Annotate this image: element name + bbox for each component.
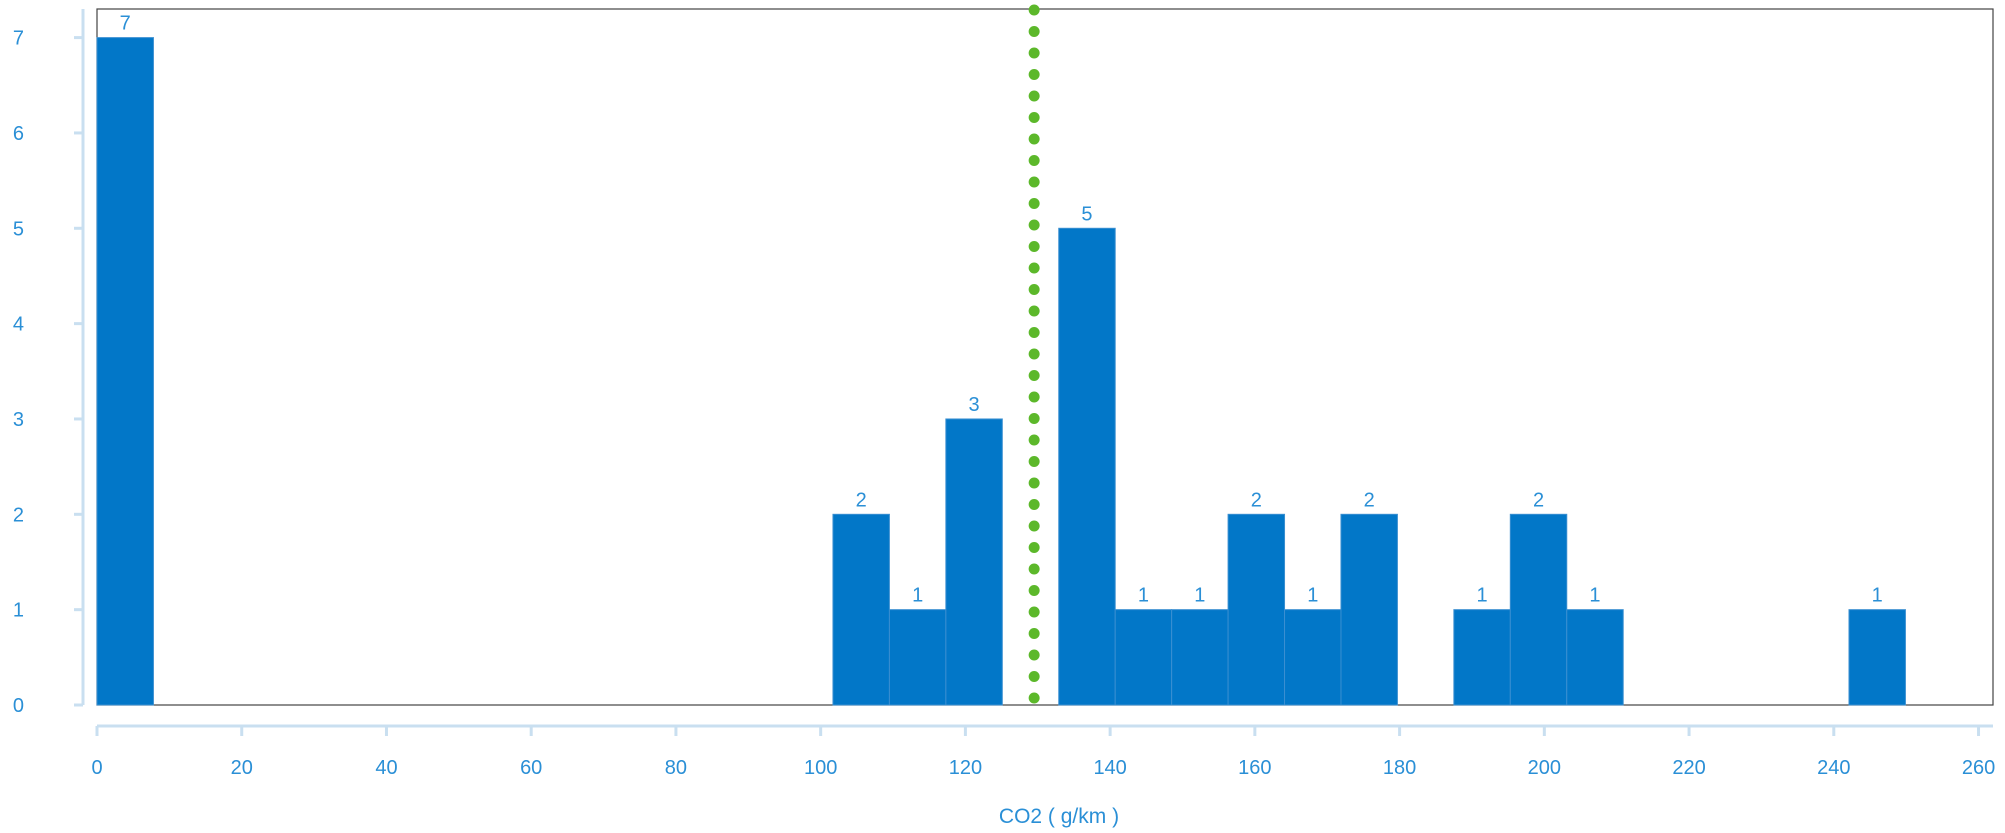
histogram-bar xyxy=(1058,227,1116,706)
reference-line-dot xyxy=(1028,133,1040,145)
x-tick-label: 100 xyxy=(804,757,837,779)
x-tick-label: 180 xyxy=(1383,757,1416,779)
bar-value-label: 1 xyxy=(1307,585,1318,607)
bar-value-label: 1 xyxy=(912,585,923,607)
reference-line-dot xyxy=(1028,413,1040,424)
bar-value-label: 2 xyxy=(1533,489,1544,511)
y-axis: 0 1 2 3 4 5 6 7 xyxy=(13,9,85,717)
bar-value-label: 7 xyxy=(120,13,131,35)
reference-line-dot xyxy=(1028,434,1040,446)
reference-line-dot xyxy=(1028,90,1040,102)
histogram-bar xyxy=(1453,609,1511,706)
x-tick-label: 0 xyxy=(91,757,102,779)
reference-line xyxy=(1028,4,1040,704)
histogram-bar xyxy=(888,609,947,706)
reference-line-dot xyxy=(1028,585,1040,596)
histogram-bar xyxy=(1171,609,1229,706)
x-tick-label: 60 xyxy=(520,757,542,779)
histogram-bar xyxy=(1114,609,1173,706)
reference-line-dot xyxy=(1028,391,1040,403)
reference-line-dot xyxy=(1028,284,1040,295)
reference-line-dot xyxy=(1028,542,1040,553)
reference-line-dot xyxy=(1028,47,1040,59)
reference-line-dot xyxy=(1028,606,1040,618)
y-tick-label: 2 xyxy=(13,504,24,526)
x-axis-label: CO2 ( g/km ) xyxy=(999,805,1119,828)
reference-line-dot xyxy=(1028,456,1040,467)
y-tick-label: 4 xyxy=(13,314,24,336)
y-tick-label: 5 xyxy=(13,218,24,240)
x-tick-label: 80 xyxy=(665,757,687,779)
histogram-bar xyxy=(1566,609,1624,706)
x-tick-label: 260 xyxy=(1962,757,1995,779)
bar-value-label: 2 xyxy=(1364,489,1375,511)
histogram-bar xyxy=(1227,513,1286,706)
reference-line-dot xyxy=(1028,262,1040,274)
reference-line-dot xyxy=(1028,26,1040,37)
reference-line-dot xyxy=(1028,305,1040,317)
histogram-bar xyxy=(1284,609,1342,706)
x-axis: 0 20 40 60 80 100 120 140 160 180 200 220 240 260 xyxy=(91,724,1995,779)
bar-value-label: 1 xyxy=(1138,585,1149,607)
x-tick-label: 140 xyxy=(1093,757,1126,779)
histogram-bar xyxy=(832,513,890,706)
reference-line-dot xyxy=(1028,692,1040,704)
reference-line-dot xyxy=(1028,563,1040,575)
histogram-bar xyxy=(1848,609,1906,706)
histogram-bar xyxy=(1509,513,1568,706)
x-tick-label: 20 xyxy=(231,757,253,779)
y-tick-label: 7 xyxy=(13,28,24,50)
reference-line-dot xyxy=(1028,520,1040,532)
reference-line-dot xyxy=(1028,69,1040,80)
x-tick-label: 200 xyxy=(1528,757,1561,779)
reference-line-dot xyxy=(1028,477,1040,489)
x-tick-label: 220 xyxy=(1672,757,1705,779)
reference-line-dot xyxy=(1028,219,1040,231)
x-tick-label: 120 xyxy=(949,757,982,779)
bar-value-label: 5 xyxy=(1081,203,1092,225)
reference-line-dot xyxy=(1028,4,1040,16)
y-tick-label: 1 xyxy=(13,600,24,622)
reference-line-dot xyxy=(1028,649,1040,661)
reference-line-dot xyxy=(1028,327,1040,338)
reference-line-dot xyxy=(1028,671,1040,682)
x-tick-label: 160 xyxy=(1238,757,1271,779)
reference-line-dot xyxy=(1028,499,1040,510)
y-tick-label: 6 xyxy=(13,123,24,145)
histogram-bar xyxy=(1340,513,1398,706)
reference-line-dot xyxy=(1028,241,1040,252)
reference-line-dot xyxy=(1028,370,1040,381)
histogram-bar xyxy=(945,418,1003,706)
bar-value-label: 2 xyxy=(1251,489,1262,511)
y-tick-label: 0 xyxy=(13,695,24,717)
bar-value-label: 1 xyxy=(1872,585,1883,607)
x-tick-label: 240 xyxy=(1817,757,1850,779)
reference-line-dot xyxy=(1028,176,1040,188)
reference-line-dot xyxy=(1028,628,1040,639)
bar-labels: 7 2 1 3 5 1 1 2 1 2 1 2 1 1 xyxy=(120,13,1883,607)
bar-value-label: 3 xyxy=(969,394,980,416)
bar-value-label: 2 xyxy=(856,489,867,511)
x-tick-label: 40 xyxy=(375,757,397,779)
bar-value-label: 1 xyxy=(1477,585,1488,607)
bars xyxy=(96,37,1906,706)
reference-line-dot xyxy=(1028,155,1040,166)
reference-line-dot xyxy=(1028,348,1040,360)
bar-value-label: 1 xyxy=(1194,585,1205,607)
bar-value-label: 1 xyxy=(1589,585,1600,607)
histogram-bar xyxy=(96,37,154,706)
y-tick-label: 3 xyxy=(13,409,24,431)
plot-frame xyxy=(96,8,1994,706)
reference-line-dot xyxy=(1028,198,1040,209)
reference-line-dot xyxy=(1028,112,1040,123)
